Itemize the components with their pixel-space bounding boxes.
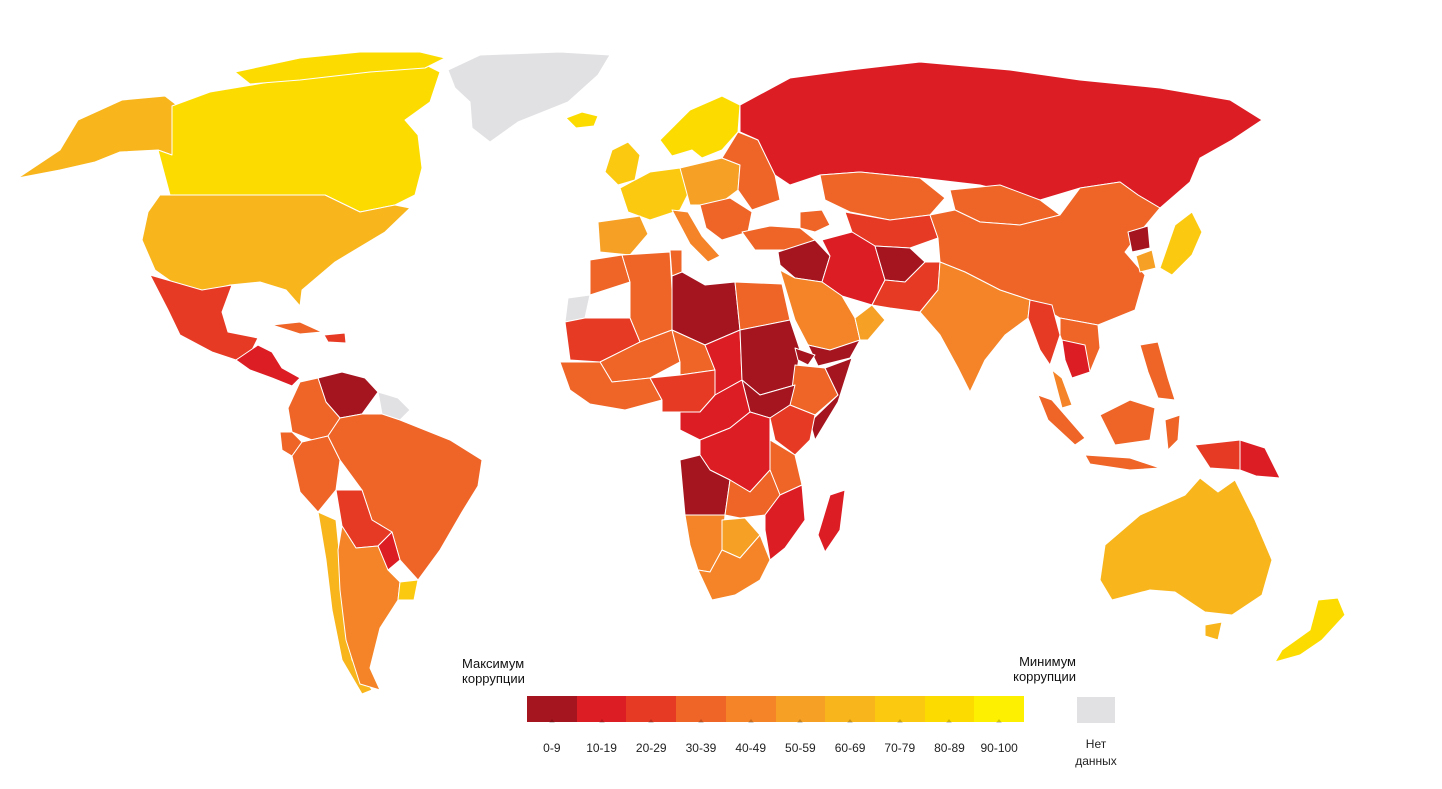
legend-swatch-80-89 <box>924 696 975 722</box>
legend-bin-label: 80-89 <box>934 741 965 755</box>
country-new-guinea <box>1194 439 1241 471</box>
country-madagascar <box>817 489 846 553</box>
country-tunisia <box>669 249 683 277</box>
max-corruption-label: Максимум коррупции <box>462 656 525 686</box>
country-mozambique <box>764 484 806 561</box>
country-australia <box>1099 477 1273 616</box>
country-south-africa <box>697 534 771 601</box>
country-yemen <box>807 339 861 367</box>
legend-bin-label: 20-29 <box>635 741 667 755</box>
country-japan <box>1159 211 1203 276</box>
legend-bin-label: 40-49 <box>735 741 767 755</box>
country-argentina <box>337 525 401 691</box>
country-oman <box>854 304 886 341</box>
country-usa <box>141 194 411 307</box>
country-iberia <box>597 215 649 256</box>
country-somalia <box>809 357 853 441</box>
country-canada <box>157 61 441 213</box>
country-java <box>1084 454 1161 471</box>
legend-swatch-30-39 <box>676 696 726 722</box>
legend-swatch-20-29 <box>626 696 677 722</box>
country-peru <box>291 435 341 513</box>
country-sumatra <box>1037 394 1086 446</box>
country-myanmar <box>1027 299 1061 366</box>
country-eritrea <box>794 347 816 366</box>
legend-bin-label: 90-100 <box>980 741 1018 755</box>
country-cuba <box>271 321 323 335</box>
legend-swatch-0-9 <box>527 696 577 722</box>
legend-bin-label: 60-69 <box>834 741 866 755</box>
min-corruption-label: Минимум коррупции <box>1013 654 1076 684</box>
country-hispaniola <box>323 332 347 344</box>
country-borneo <box>1099 399 1156 446</box>
country-central-europe <box>679 157 741 206</box>
legend-bin-label: 50-59 <box>785 741 816 755</box>
legend-bin-label: 10-19 <box>586 741 617 755</box>
country-uruguay <box>397 579 419 601</box>
country-canada-islands <box>234 51 446 85</box>
country-papua-new-guinea <box>1239 439 1281 479</box>
legend-bin-label: 70-79 <box>884 741 916 755</box>
country-caucasus <box>799 209 831 233</box>
country-malay-peninsula <box>1051 369 1073 409</box>
country-north-korea <box>1127 225 1151 253</box>
legend-bin-labels: 0-9 10-19 20-29 30-39 40-49 50-59 60-69 70-79 80… <box>527 741 1024 755</box>
country-south-korea <box>1135 249 1157 273</box>
country-central-america <box>235 344 301 387</box>
country-cambodia-laos <box>1061 339 1091 379</box>
legend-swatch-90-100 <box>974 696 1025 722</box>
legend-swatch-60-69 <box>825 696 875 722</box>
legend-swatch-50-59 <box>775 696 826 722</box>
country-greenland <box>447 51 611 143</box>
legend-swatch-40-49 <box>725 696 776 722</box>
country-new-zealand <box>1274 597 1346 663</box>
legend-swatch-70-79 <box>874 696 925 722</box>
country-iceland <box>565 111 599 129</box>
legend-bin-label: 30-39 <box>685 741 717 755</box>
no-data-label: Нет данных <box>1075 737 1117 768</box>
country-australia-tasmania <box>1204 621 1223 641</box>
no-data-swatch <box>1077 697 1115 723</box>
legend-color-scale <box>527 696 1025 722</box>
legend-swatch-10-19 <box>576 696 627 722</box>
country-alaska <box>17 95 179 179</box>
country-italy <box>671 209 721 263</box>
country-western-europe <box>619 167 691 221</box>
country-uk-ireland <box>604 141 641 186</box>
country-philippines <box>1139 341 1176 401</box>
country-sulawesi <box>1164 414 1181 451</box>
country-sudan <box>739 319 801 396</box>
country-mexico <box>149 274 259 361</box>
country-brazil <box>327 413 483 581</box>
country-guianas <box>377 391 411 421</box>
country-scandinavia <box>659 95 741 159</box>
legend-bin-label: 0-9 <box>543 741 561 755</box>
